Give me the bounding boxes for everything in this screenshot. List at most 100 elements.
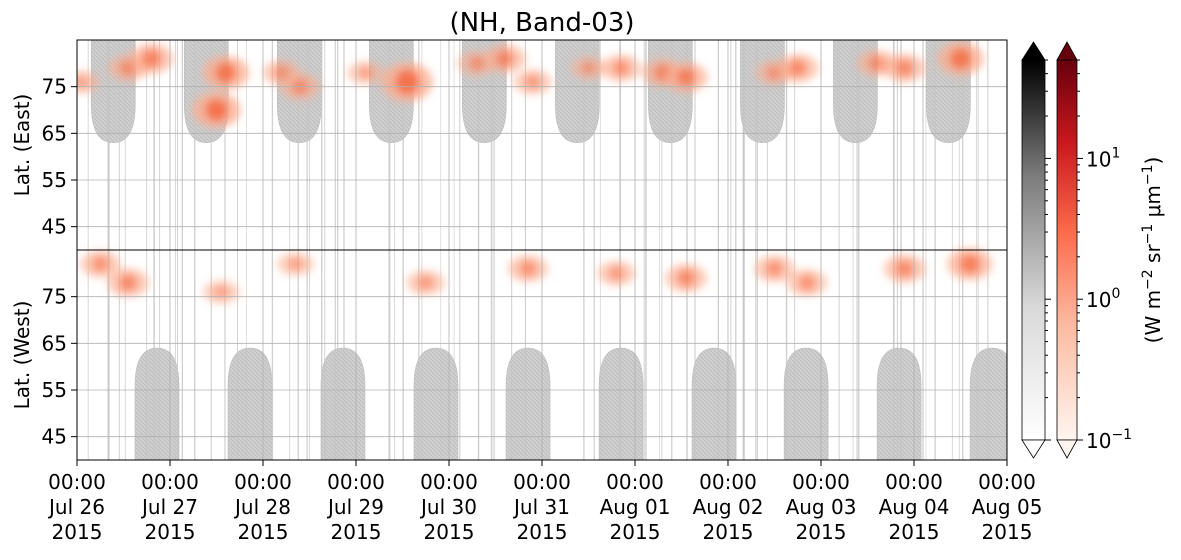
x-tick-label: 00:00 Jul 30 2015 (419, 470, 478, 544)
night-band (740, 40, 785, 143)
emission-core (766, 260, 783, 277)
y-tick-label: 75 (42, 285, 67, 309)
emission-core (608, 265, 625, 281)
colorbar-tick-base: 10 (1086, 288, 1111, 312)
emission-core (91, 256, 109, 272)
x-tick-label: 00:00 Aug 01 2015 (600, 470, 671, 544)
emission-core (119, 274, 138, 292)
x-tick-label-line: Jul 28 (233, 495, 291, 519)
red-colorbar-min-arrow (1056, 439, 1078, 459)
emission-core (395, 69, 420, 95)
y-tick-label: 75 (42, 75, 67, 99)
x-tick-label-line: 2015 (424, 520, 475, 544)
emission-core (215, 62, 237, 84)
x-tick-label-line: Jul 27 (140, 495, 198, 519)
x-tick-label-line: 00:00 (234, 470, 292, 494)
emission-core (141, 49, 161, 68)
y-tick-label: 45 (42, 215, 67, 239)
emission-core (581, 61, 596, 75)
y-tick-label: 45 (42, 425, 67, 449)
emission-layer (77, 41, 993, 304)
colorbar-tick-exponent: 0 (1111, 286, 1120, 302)
emission-core (612, 60, 630, 76)
x-tick-label-line: Aug 02 (693, 495, 764, 519)
x-tick-label-line: 00:00 (699, 470, 757, 494)
chart-title: (NH, Band-03) (449, 8, 634, 38)
emission-core (788, 59, 807, 77)
emission-core (495, 50, 514, 68)
y-tick-label: 55 (42, 168, 67, 192)
colorbar-tick-base: 10 (1086, 147, 1111, 171)
emission-core (959, 254, 980, 274)
night-band (969, 347, 1007, 460)
x-tick-label-line: 00:00 (792, 470, 850, 494)
emission-core (357, 65, 373, 80)
x-tick-label-line: 2015 (238, 520, 289, 544)
x-tick-label-line: 2015 (517, 520, 568, 544)
night-band (505, 347, 551, 460)
emission-core (868, 55, 886, 72)
x-tick-label-line: 00:00 (978, 470, 1036, 494)
x-tick-label-line: 00:00 (141, 470, 199, 494)
emission-core (288, 257, 304, 271)
emission-core (676, 68, 696, 87)
x-tick-label-line: 2015 (610, 520, 661, 544)
emission-core (468, 55, 485, 71)
x-tick-label-line: Aug 04 (879, 495, 950, 519)
emission-core (213, 285, 229, 299)
colorbar-tick-base: 10 (1086, 429, 1111, 453)
y-tick-label: 65 (42, 331, 67, 355)
x-tick-label-line: Jul 29 (326, 495, 384, 519)
emission-core (273, 65, 290, 81)
x-tick-label-line: 00:00 (606, 470, 664, 494)
x-tick-label-line: 2015 (889, 520, 940, 544)
night-band (691, 347, 737, 460)
night-band (320, 347, 366, 460)
red-colorbar-max-arrow (1056, 41, 1078, 61)
x-tick-label-line: Aug 05 (972, 495, 1043, 519)
x-tick-label: 00:00 Aug 05 2015 (972, 470, 1043, 544)
x-tick-label-line: Jul 31 (512, 495, 570, 519)
emission-core (895, 260, 914, 278)
colorbar-tick-label: 100 (1086, 286, 1120, 312)
colorbar-label: (W m−2 sr−1 μm−1) (1140, 157, 1165, 344)
x-tick-label-line: 00:00 (48, 470, 106, 494)
colorbar-tick-exponent: 1 (1111, 145, 1120, 161)
emission-core (798, 274, 816, 291)
x-tick-label-line: 2015 (331, 520, 382, 544)
emission-core (205, 99, 228, 121)
gray-colorbar-min-arrow (1021, 439, 1046, 459)
night-band (134, 347, 180, 460)
gray-colorbar (1021, 41, 1046, 459)
x-tick-label-line: 2015 (145, 520, 196, 544)
grid-lines (77, 40, 1007, 460)
emission-core (677, 269, 696, 287)
night-band (876, 347, 922, 460)
colorbar-tick-label: 10−1 (1086, 427, 1132, 453)
x-tick-label: 00:00 Jul 26 2015 (47, 470, 106, 544)
red-colorbar (1056, 41, 1078, 459)
emission-core (950, 48, 971, 70)
y-axis-label-west: Lat. (West) (10, 301, 34, 410)
x-tick-label: 00:00 Jul 31 2015 (512, 470, 571, 544)
x-tick-label-line: 2015 (52, 520, 103, 544)
x-tick-label-line: Aug 03 (786, 495, 857, 519)
emission-core (77, 75, 90, 89)
y-axis-label-east: Lat. (East) (10, 94, 34, 197)
night-band (783, 347, 829, 460)
x-tick-label-line: 00:00 (885, 470, 943, 494)
x-tick-label-line: Jul 30 (419, 495, 477, 519)
x-tick-label-line: Jul 26 (47, 495, 105, 519)
x-tick-label: 00:00 Aug 02 2015 (693, 470, 764, 544)
x-tick-label-line: 2015 (796, 520, 847, 544)
x-tick-label: 00:00 Jul 29 2015 (326, 470, 385, 544)
x-tick-label-line: 00:00 (327, 470, 385, 494)
x-tick-label-line: 00:00 (420, 470, 478, 494)
colorbar-tick-label: 101 (1086, 145, 1120, 171)
y-tick-label: 65 (42, 121, 67, 145)
night-band (598, 347, 644, 460)
x-tick-label-line: 00:00 (513, 470, 571, 494)
